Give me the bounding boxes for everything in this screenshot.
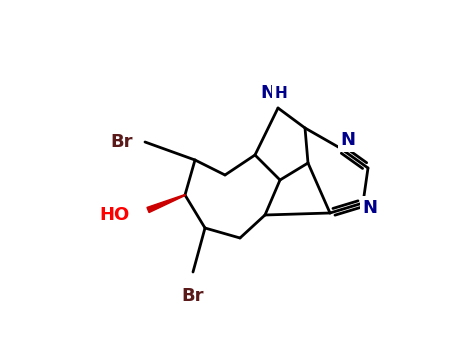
Text: N: N [363, 199, 378, 217]
Text: N: N [261, 84, 275, 102]
Text: Br: Br [111, 133, 133, 151]
Text: H: H [275, 85, 288, 100]
Text: N: N [340, 131, 355, 149]
Polygon shape [147, 195, 185, 212]
Text: Br: Br [182, 287, 204, 305]
Text: HO: HO [100, 206, 130, 224]
